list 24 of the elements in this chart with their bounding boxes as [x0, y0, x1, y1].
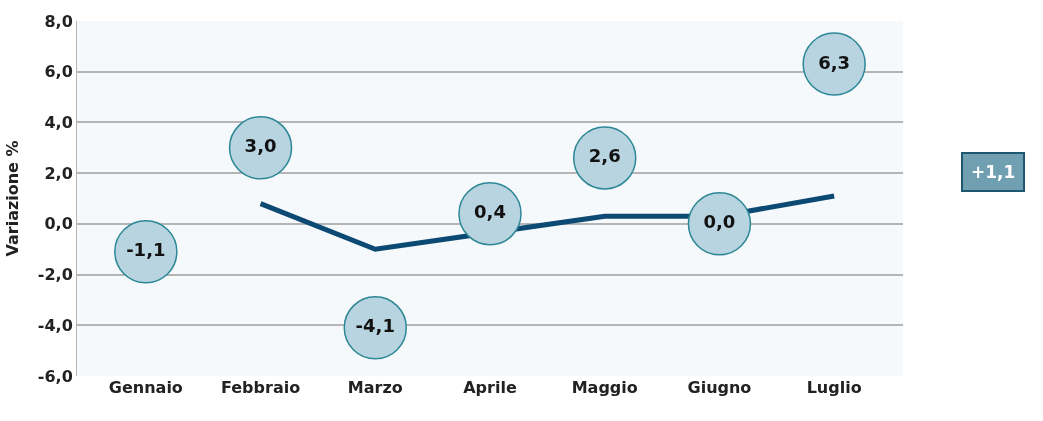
y-tick-label: -6,0 — [37, 366, 73, 386]
data-label: 2,6 — [588, 145, 621, 167]
x-tick-label: Marzo — [347, 378, 403, 397]
y-tick-label: -4,0 — [37, 315, 73, 335]
y-tick-label: 6,0 — [44, 62, 73, 82]
x-tick-label: Luglio — [806, 378, 862, 397]
data-label: 0,4 — [474, 201, 506, 223]
data-label: 6,3 — [818, 51, 851, 73]
data-label: -4,1 — [355, 315, 395, 337]
x-tick-label: Gennaio — [108, 378, 183, 397]
y-tick-label: -2,0 — [37, 265, 73, 285]
y-tick-label: 4,0 — [44, 113, 73, 133]
x-tick-label: Aprile — [463, 378, 517, 397]
x-tick-label: Maggio — [571, 378, 638, 397]
y-tick-label: 8,0 — [44, 11, 73, 31]
data-label: 3,0 — [244, 135, 277, 157]
data-label: -1,1 — [126, 239, 166, 261]
x-tick-label: Febbraio — [220, 378, 301, 397]
x-tick-label: Giugno — [687, 378, 752, 397]
y-axis-title: Variazione % — [2, 140, 22, 257]
data-label: 0,0 — [703, 211, 736, 233]
text: +1,1 — [971, 162, 1016, 182]
y-tick-label: 0,0 — [44, 214, 73, 234]
y-tick-label: 2,0 — [44, 163, 73, 183]
